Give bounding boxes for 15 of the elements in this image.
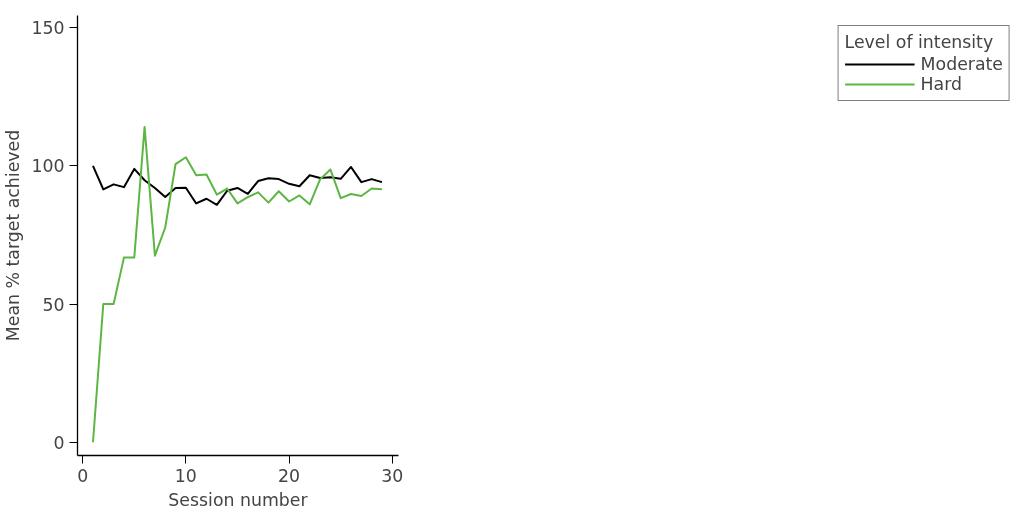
x-tick-label: 30: [381, 465, 404, 486]
y-axis-title: Mean % target achieved: [3, 129, 24, 342]
line-series: [91, 164, 383, 206]
y-tick-label: 150: [31, 18, 65, 39]
legend-label: Hard: [920, 74, 963, 94]
y-tick-label: 0: [53, 432, 65, 453]
legend-label: Moderate: [920, 54, 1003, 74]
x-tick-label: 0: [77, 465, 89, 486]
y-tick-label: 50: [42, 294, 65, 315]
line-series: [91, 125, 383, 444]
y-tick-label: 100: [31, 156, 65, 177]
legend-title: Level of intensity: [844, 32, 995, 52]
x-tick-label: 20: [278, 465, 301, 486]
x-axis-title: Session number: [168, 489, 309, 510]
x-tick-label: 10: [174, 465, 197, 486]
